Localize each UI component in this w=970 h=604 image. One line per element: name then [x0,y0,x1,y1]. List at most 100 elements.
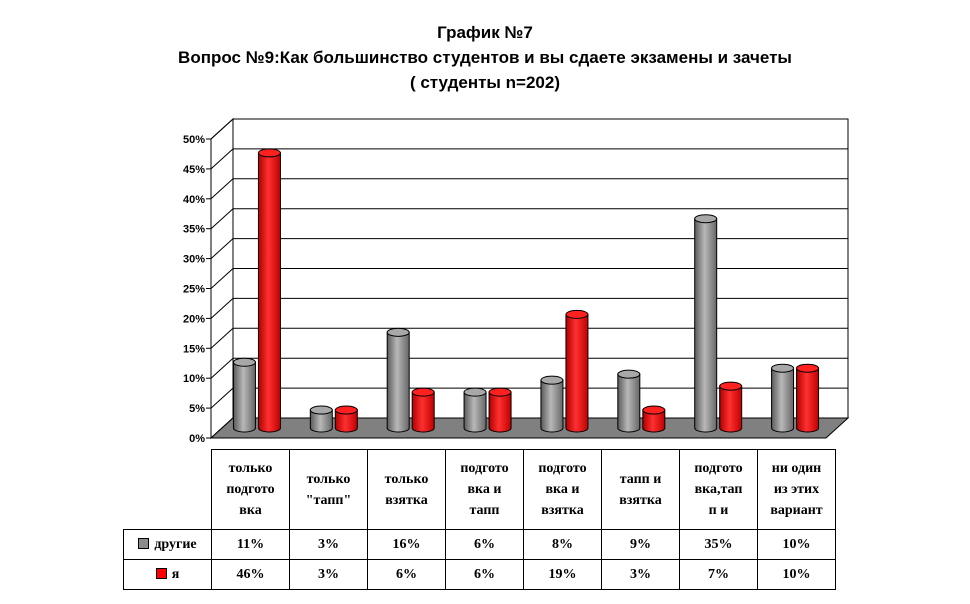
category-label-line: "тапп" [305,492,352,508]
bar-top [540,375,564,385]
legend-label: я [171,566,180,582]
category-label-line: подгото [460,461,509,476]
y-tick-label: 10% [183,373,205,385]
category-label: ни один из этих вариант [757,449,836,530]
bar-other-1 [309,405,333,433]
category-label-line: вка [239,503,262,518]
bar-body [386,331,410,433]
data-value-cell: 3% [601,559,680,590]
bar-top [334,405,358,415]
bar-other-6 [694,214,718,433]
y-tick-label: 25% [183,284,205,296]
bar-body [565,313,589,433]
bar-top [463,387,487,397]
bar-top [232,357,256,367]
data-value-cell: 10% [757,559,836,590]
bar-other-3 [463,387,487,433]
bar-me-7 [796,363,820,433]
category-label-line: вка и [467,482,502,497]
gridline [210,297,848,319]
category-label-line: подгото [694,461,743,476]
data-value-cell: 46% [211,559,290,590]
bar-body [642,409,666,433]
bar-top [411,387,435,397]
bar-body [463,391,487,433]
category-label-line: подгото [538,461,587,476]
y-tick-label: 0% [189,433,205,445]
chart-question: Вопрос №9:Как большинство студентов и вы… [178,48,792,67]
bar-body [257,152,281,433]
gridline [210,148,848,170]
y-tick-label: 35% [183,224,205,236]
category-label-line: только [306,471,351,487]
bar-body [771,367,795,433]
category-label-line: вариант [770,503,823,518]
bar-other-4 [540,375,564,433]
bar-me-1 [334,405,358,433]
category-label-line: тапп и [619,471,662,487]
gridline [210,208,848,230]
legend-entry-me: я [123,559,212,590]
bar-top [642,405,666,415]
category-label-line: взятка [541,503,584,518]
bar-body [334,409,358,433]
bar-other-0 [232,357,256,433]
category-label-line: только [228,461,273,476]
bar-other-2 [386,327,410,433]
category-row: только подгото вка только "тапп" только взятка… [124,449,836,530]
data-value-cell: 9% [601,529,680,560]
category-label-line: п и [708,503,729,518]
category-label: подгото вка и тапп [445,449,524,530]
bar-me-6 [719,381,743,433]
bar-body [719,385,743,433]
chart-sample-size: ( студенты n=202) [409,73,561,92]
legend-entry-other: другие [123,529,212,560]
series-row-me: я 46% 3% 6% 6% 19% 3% 7% 10% [123,559,836,590]
series-row-other: другие 11% 3% 16% 6% 8% 9% 35% 10% [123,529,836,560]
data-value-cell: 7% [679,559,758,590]
data-value-cell: 35% [679,529,758,560]
bar-top [694,214,718,224]
chart-title: График №7 [437,23,533,42]
legend-key-gray [138,537,150,549]
y-tick-label: 20% [183,313,205,325]
bar-body [540,379,564,433]
category-label: тапп и взятка [601,449,680,530]
y-axis: 0% 5% 10% 15% 20% 25% 30% 35% 40% 45% 50% [183,134,212,445]
category-label: подгото вка,тап п и [679,449,758,530]
y-tick-label: 40% [183,194,205,206]
category-label: только "тапп" [289,449,368,530]
bar-body [488,391,512,433]
data-value-cell: 19% [523,559,602,590]
bar-top [488,387,512,397]
bar-other-7 [771,363,795,433]
gridline [210,178,848,200]
category-label-line: только [384,471,429,487]
floor-plane [209,417,850,439]
category-label-line: ни один [771,461,822,476]
bar-top [796,363,820,373]
data-value-cell: 10% [757,529,836,560]
y-tick-label: 5% [189,403,205,415]
bar-me-3 [488,387,512,433]
data-value-cell: 8% [523,529,602,560]
data-value-cell: 3% [289,529,368,560]
gridline [210,238,848,259]
data-value-cell: 6% [445,529,524,560]
bar-top [565,309,589,319]
bar-top [771,363,795,373]
data-value-cell: 6% [367,559,446,590]
bar-body [309,409,333,433]
y-tick-label: 45% [183,164,205,176]
category-label: только подгото вка [211,449,290,530]
bar-top [617,369,641,379]
gridline [210,357,848,379]
bar-me-0 [257,148,281,433]
legend-label: другие [154,536,197,552]
bar-body [232,361,256,433]
bar-body [617,373,641,433]
bar-me-5 [642,405,666,433]
category-label-line: взятка [385,492,428,508]
bar-body [411,391,435,433]
data-value-cell: 3% [289,559,368,590]
